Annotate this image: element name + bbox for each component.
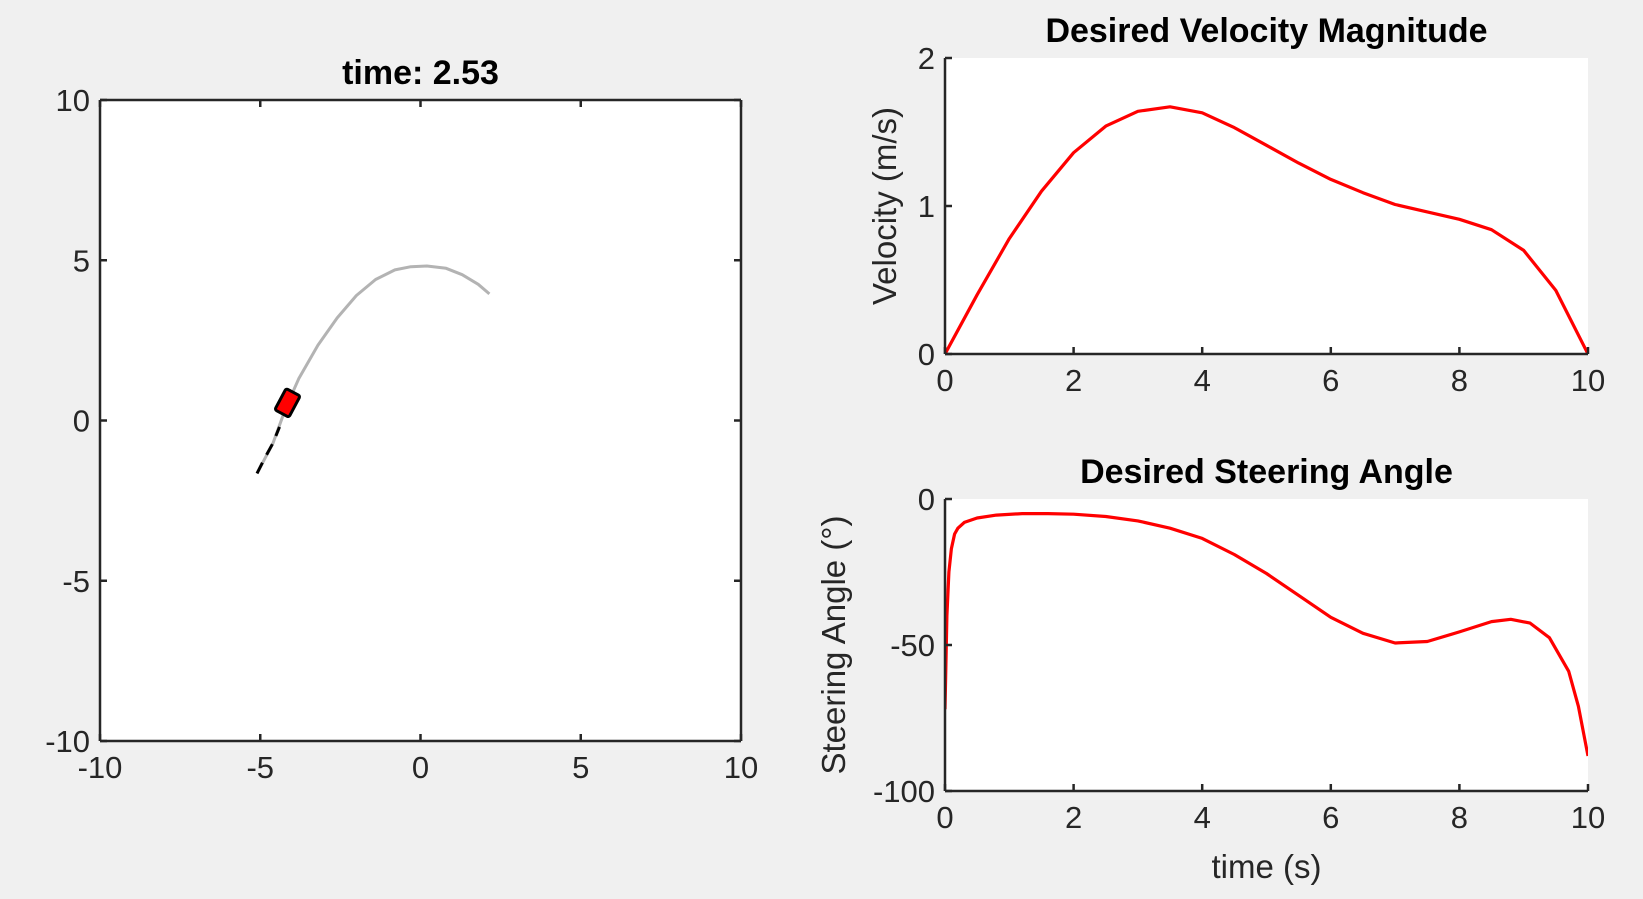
trajectory-ytick-label-3: 5: [73, 243, 90, 278]
steering-title: Desired Steering Angle: [1080, 453, 1453, 491]
trajectory-ytick-label-1: -5: [62, 564, 90, 599]
trajectory-xtick-label-0: -10: [78, 750, 123, 785]
trajectory-ytick-label-2: 0: [73, 404, 90, 439]
steering-ylabel: Steering Angle (°): [815, 515, 852, 774]
steering-plot-area: [945, 499, 1588, 791]
steering-axes: 0 2 4 6 8 10 -100 -50 0 Desired Steering Angle tim…: [815, 453, 1605, 885]
velocity-ytick-label-0: 0: [918, 337, 935, 372]
steering-ytick-label-0: -100: [873, 774, 935, 809]
velocity-xtick-label-3: 6: [1322, 363, 1339, 398]
velocity-xtick-label-4: 8: [1451, 363, 1468, 398]
trajectory-plot-area: [100, 100, 741, 741]
steering-ytick-label-2: 0: [918, 482, 935, 517]
velocity-plot-area: [945, 58, 1588, 354]
steering-ytick-label-1: -50: [890, 628, 935, 663]
velocity-xtick-label-2: 4: [1194, 363, 1211, 398]
trajectory-xtick-label-4: 10: [724, 750, 758, 785]
vehicle-marker: [274, 387, 301, 419]
steering-xlabel: time (s): [1212, 848, 1322, 885]
trajectory-xtick-label-1: -5: [246, 750, 274, 785]
trajectory-ytick-label-4: 10: [56, 83, 90, 118]
steering-xtick-label-0: 0: [936, 800, 953, 835]
velocity-ytick-label-2: 2: [918, 41, 935, 76]
velocity-title: Desired Velocity Magnitude: [1045, 12, 1487, 50]
velocity-ytick-label-1: 1: [918, 189, 935, 224]
trajectory-series-line-1: [255, 426, 281, 475]
velocity-ylabel: Velocity (m/s): [866, 107, 903, 305]
velocity-xtick-label-1: 2: [1065, 363, 1082, 398]
trajectory-ytick-label-0: -10: [45, 724, 90, 759]
velocity-axes: 0 2 4 6 8 10 0 1 2 Desired Velocity Magnitude Velo…: [866, 12, 1605, 398]
velocity-xtick-label-0: 0: [936, 363, 953, 398]
velocity-series-group: [945, 105, 1588, 354]
steering-xtick-label-1: 2: [1065, 800, 1082, 835]
steering-xtick-label-4: 8: [1451, 800, 1468, 835]
steering-series-line-0: [945, 511, 1588, 757]
velocity-xtick-label-5: 10: [1571, 363, 1605, 398]
trajectory-xtick-label-3: 5: [572, 750, 589, 785]
steering-xtick-label-3: 6: [1322, 800, 1339, 835]
steering-xtick-label-5: 10: [1571, 800, 1605, 835]
trajectory-axes: -10 -5 0 5 10 -10 -5 0 5 10 time: 2.53: [45, 54, 758, 785]
steering-xtick-label-2: 4: [1194, 800, 1211, 835]
velocity-series-line-0: [945, 105, 1588, 354]
trajectory-xtick-label-2: 0: [412, 750, 429, 785]
trajectory-title: time: 2.53: [342, 54, 499, 92]
steering-series-group: [945, 511, 1588, 757]
